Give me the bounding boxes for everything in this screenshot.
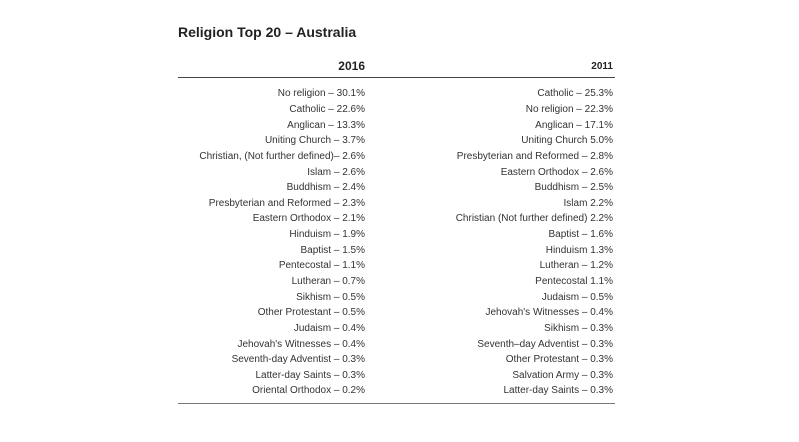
cell-2016: Uniting Church – 3.7% bbox=[264, 135, 365, 147]
cell-2016: Eastern Orthodox – 2.1% bbox=[252, 213, 365, 225]
table-row: Lutheran – 0.7% Pentecostal 1.1% bbox=[178, 274, 615, 290]
table-row: Sikhism – 0.5% Judaism – 0.5% bbox=[178, 289, 615, 305]
cell-2016: Baptist – 1.5% bbox=[300, 244, 365, 256]
cell-2016: Oriental Orthodox – 0.2% bbox=[178, 383, 367, 404]
cell-2011: Presbyterian and Reformed – 2.8% bbox=[456, 150, 613, 162]
table-row: Eastern Orthodox – 2.1% Christian (Not f… bbox=[178, 211, 615, 227]
cell-2016: Buddhism – 2.4% bbox=[286, 182, 365, 194]
page-title: Religion Top 20 – Australia bbox=[178, 24, 357, 40]
cell-2011: Catholic – 25.3% bbox=[537, 88, 613, 100]
table-row: Jehovah's Witnesses – 0.4% Seventh–day A… bbox=[178, 336, 615, 352]
table-row: Uniting Church – 3.7% Uniting Church 5.0… bbox=[178, 133, 615, 149]
table-row: Other Protestant – 0.5% Jehovah's Witnes… bbox=[178, 305, 615, 321]
cell-2016: Sikhism – 0.5% bbox=[296, 291, 365, 303]
table-row: Islam – 2.6% Eastern Orthodox – 2.6% bbox=[178, 164, 615, 180]
table-row: No religion – 30.1% Catholic – 25.3% bbox=[178, 86, 615, 102]
cell-2016: Presbyterian and Reformed – 2.3% bbox=[208, 197, 365, 209]
table-row: Catholic – 22.6% No religion – 22.3% bbox=[178, 102, 615, 118]
cell-2016: Latter-day Saints – 0.3% bbox=[255, 369, 365, 381]
table-row: Buddhism – 2.4% Buddhism – 2.5% bbox=[178, 180, 615, 196]
cell-2011: Buddhism – 2.5% bbox=[534, 182, 613, 194]
cell-2016: Lutheran – 0.7% bbox=[291, 276, 365, 287]
cell-2011: Lutheran – 1.2% bbox=[539, 260, 613, 272]
cell-2016: Hinduism – 1.9% bbox=[289, 229, 365, 241]
cell-2011: Judaism – 0.5% bbox=[541, 291, 613, 303]
cell-2011: Salvation Army – 0.3% bbox=[512, 369, 613, 381]
cell-2016: Other Protestant – 0.5% bbox=[257, 307, 365, 319]
cell-2011: Sikhism – 0.3% bbox=[544, 322, 613, 334]
cell-2011: Islam 2.2% bbox=[563, 197, 613, 209]
table-row: Christian, (Not further defined)– 2.6% P… bbox=[178, 149, 615, 165]
cell-2011: Hinduism 1.3% bbox=[545, 244, 613, 256]
table-row: Oriental Orthodox – 0.2% Latter-day Sain… bbox=[178, 383, 615, 404]
cell-2016: Seventh-day Adventist – 0.3% bbox=[231, 354, 365, 366]
religion-table-grid: 2016 2011 No religion – 30.1% Catholic –… bbox=[178, 55, 615, 404]
column-header-2011: 2011 bbox=[367, 55, 615, 78]
cell-2016: Pentecostal – 1.1% bbox=[278, 260, 365, 272]
table-row: Pentecostal – 1.1% Lutheran – 1.2% bbox=[178, 258, 615, 274]
column-header-2016: 2016 bbox=[178, 55, 367, 78]
cell-2016: No religion – 30.1% bbox=[277, 88, 365, 100]
cell-2016: Judaism – 0.4% bbox=[293, 322, 365, 334]
cell-2011: Anglican – 17.1% bbox=[535, 119, 613, 131]
cell-2011: Eastern Orthodox – 2.6% bbox=[500, 166, 613, 178]
cell-2016: Christian, (Not further defined)– 2.6% bbox=[199, 150, 365, 162]
cell-2011: Jehovah's Witnesses – 0.4% bbox=[485, 307, 613, 319]
cell-2011: Pentecostal 1.1% bbox=[535, 276, 613, 287]
cell-2016: Islam – 2.6% bbox=[307, 166, 365, 178]
cell-2011: Baptist – 1.6% bbox=[548, 229, 613, 241]
cell-2016: Jehovah's Witnesses – 0.4% bbox=[237, 338, 365, 350]
table-row: Hinduism – 1.9% Baptist – 1.6% bbox=[178, 227, 615, 243]
cell-2011: Christian (Not further defined) 2.2% bbox=[455, 213, 613, 225]
religion-table: 2016 2011 No religion – 30.1% Catholic –… bbox=[178, 55, 615, 404]
table-row: Judaism – 0.4% Sikhism – 0.3% bbox=[178, 321, 615, 337]
table-row: Seventh-day Adventist – 0.3% Other Prote… bbox=[178, 352, 615, 368]
cell-2011: No religion – 22.3% bbox=[525, 103, 613, 115]
table-header-row: 2016 2011 bbox=[178, 55, 615, 78]
cell-2016: Catholic – 22.6% bbox=[289, 103, 365, 115]
cell-2016: Anglican – 13.3% bbox=[287, 119, 365, 131]
table-row: Baptist – 1.5% Hinduism 1.3% bbox=[178, 242, 615, 258]
table-row: Latter-day Saints – 0.3% Salvation Army … bbox=[178, 368, 615, 384]
cell-2011: Uniting Church 5.0% bbox=[521, 135, 613, 147]
table-row: Anglican – 13.3% Anglican – 17.1% bbox=[178, 117, 615, 133]
cell-2011: Seventh–day Adventist – 0.3% bbox=[477, 338, 613, 350]
cell-2011: Other Protestant – 0.3% bbox=[505, 354, 613, 366]
cell-2011: Latter-day Saints – 0.3% bbox=[367, 383, 615, 404]
table-row: Presbyterian and Reformed – 2.3% Islam 2… bbox=[178, 195, 615, 211]
spacer-row bbox=[178, 78, 615, 87]
